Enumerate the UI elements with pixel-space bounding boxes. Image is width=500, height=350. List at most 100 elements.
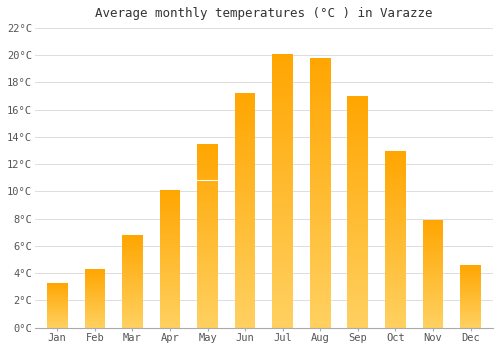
Bar [310,264,330,267]
Bar [84,302,105,303]
Bar [160,279,180,281]
Bar [160,321,180,322]
Bar [348,134,368,136]
Bar [272,153,293,156]
Bar [272,163,293,167]
Bar [385,266,406,268]
Bar [310,203,330,206]
Bar [272,133,293,136]
Bar [235,122,256,126]
Bar [47,317,68,318]
Bar [385,155,406,157]
Bar [272,92,293,95]
Bar [122,316,142,317]
Bar [197,226,218,229]
Bar [197,314,218,316]
Bar [122,309,142,310]
Bar [197,169,218,171]
Bar [235,128,256,132]
Bar [272,286,293,290]
Bar [235,263,256,266]
Bar [84,300,105,301]
Bar [310,112,330,115]
Bar [47,286,68,287]
Bar [272,303,293,307]
Bar [310,233,330,237]
Bar [272,293,293,297]
Bar [310,297,330,301]
Bar [197,261,218,263]
Bar [84,323,105,324]
Bar [197,284,218,286]
Bar [310,92,330,95]
Bar [235,161,256,163]
Bar [422,267,444,268]
Bar [310,311,330,314]
Bar [84,326,105,327]
Bar [422,227,444,228]
Bar [84,269,105,270]
Bar [422,320,444,321]
Bar [272,170,293,174]
Bar [197,272,218,275]
Bar [235,208,256,210]
Bar [235,272,256,275]
Bar [122,237,142,238]
Bar [385,224,406,226]
Bar [197,293,218,295]
Bar [348,191,368,195]
Bar [84,296,105,297]
Bar [122,270,142,271]
Bar [197,309,218,312]
Bar [122,257,142,258]
Bar [235,99,256,102]
Bar [310,88,330,92]
Bar [310,98,330,102]
Bar [348,244,368,246]
Bar [122,280,142,281]
Bar [310,85,330,88]
Bar [235,105,256,108]
Bar [160,274,180,276]
Bar [348,296,368,299]
Bar [122,301,142,302]
Bar [460,293,481,294]
Bar [122,286,142,287]
Bar [122,322,142,323]
Bar [422,248,444,250]
Bar [460,278,481,279]
Bar [422,268,444,270]
Bar [348,111,368,113]
Bar [422,278,444,279]
Bar [422,264,444,266]
Bar [272,283,293,286]
Bar [197,233,218,236]
Bar [272,167,293,170]
Bar [460,267,481,268]
Bar [84,325,105,326]
Bar [197,245,218,247]
Bar [422,326,444,328]
Bar [47,292,68,293]
Bar [310,199,330,203]
Bar [348,226,368,229]
Bar [235,149,256,152]
Bar [422,245,444,247]
Bar [460,276,481,278]
Bar [348,136,368,140]
Bar [47,324,68,325]
Bar [385,246,406,248]
Bar [385,188,406,190]
Bar [197,279,218,281]
Bar [84,298,105,299]
Bar [422,283,444,285]
Bar [160,290,180,292]
Bar [422,309,444,310]
Bar [272,156,293,160]
Bar [235,163,256,167]
Bar [197,270,218,272]
Bar [197,217,218,219]
Bar [235,257,256,260]
Bar [197,302,218,304]
Bar [47,297,68,298]
